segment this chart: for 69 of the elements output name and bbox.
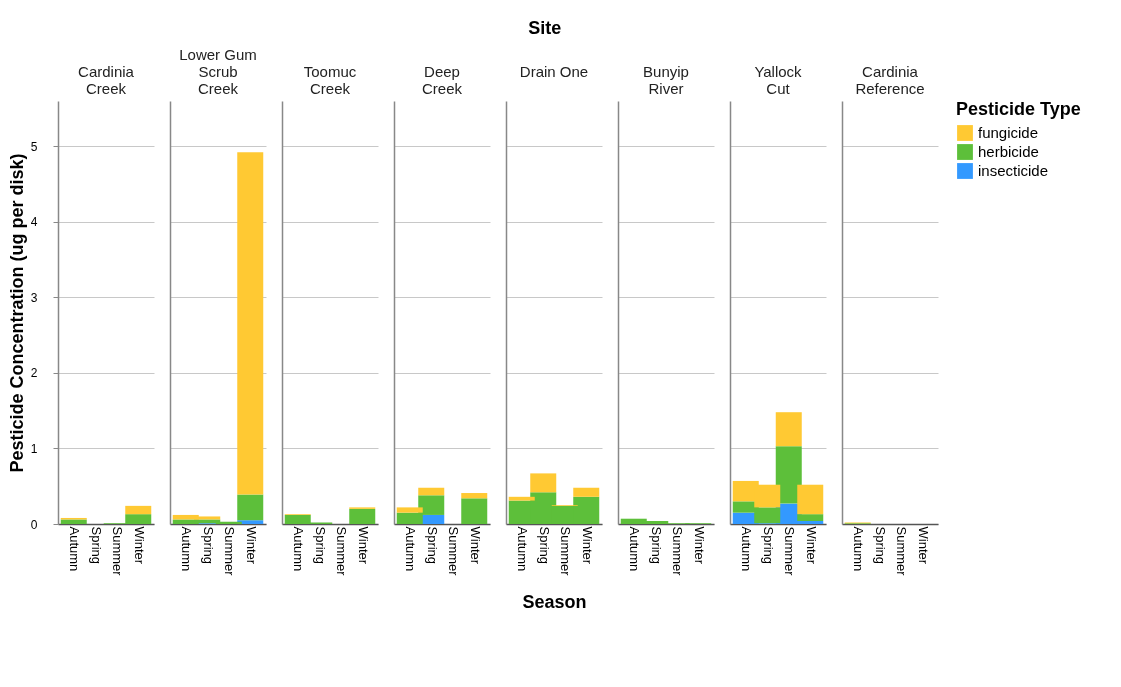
bar [237,520,264,524]
x-tick-label: Spring [536,526,552,565]
x-tick-label: Autumn [515,526,531,572]
bar [418,487,445,496]
bar [396,507,423,513]
x-tick-label: Summer [334,526,350,577]
x-tick-label: Summer [894,526,910,577]
x-tick-label: Winter [691,526,707,565]
x-tick-label: Spring [648,526,664,565]
x-tick-label: Autumn [851,526,867,572]
y-tick-label: 5 [30,139,38,154]
bar [508,496,535,501]
x-tick-label: Winter [803,526,819,565]
text: Site [528,18,562,38]
x-tick-label: Winter [467,526,483,565]
x-tick-label: Autumn [179,526,195,572]
bar [60,519,87,524]
chart-title: Bunyip River [643,63,689,97]
legend-title: Pesticide Type [956,99,1081,119]
x-tick-label: Summer [110,526,126,577]
y-tick-label: 2 [30,366,38,381]
x-tick-label: Summer [446,526,462,577]
x-tick-label: Winter [915,526,931,565]
y-tick-label: 3 [30,290,38,305]
bar [797,514,824,521]
x-tick-label: Spring [424,526,440,565]
x-tick-label: Spring [88,526,104,565]
x-tick-label: Spring [200,526,216,565]
x-tick-label: Summer [670,526,686,577]
x-tick-label: Summer [558,526,574,577]
legend-label: insecticide [978,162,1049,179]
bar [349,508,376,524]
x-tick-label: Winter [131,526,147,565]
y-axis-title: Pesticide Concentration (ug per disk) [6,153,27,473]
bar [461,493,488,499]
x-tick-label: Winter [355,526,371,565]
x-tick-label: Autumn [739,526,755,572]
x-tick-label: Spring [872,526,888,565]
x-tick-label: Summer [782,526,798,577]
y-tick-label: 1 [30,441,38,456]
chart-title: Cardinia Reference [855,63,925,97]
legend-label: fungicide [978,124,1039,141]
chart-title: Yallock Cut [754,63,803,97]
x-tick-label: Autumn [67,526,83,572]
bar [461,498,488,524]
x-tick-label: Summer [222,526,238,577]
y-tick-label: 0 [30,517,38,532]
x-tick-label: Autumn [403,526,419,572]
bar [237,494,264,521]
bar [775,412,802,447]
chart-title: Cardinia Creek [78,63,135,97]
x-tick-label: Spring [312,526,328,565]
chart-title: Lower Gum Scrub Creek [179,46,257,97]
x-tick-label: Spring [760,526,776,565]
chart-title: Drain One [519,63,589,80]
bar [797,484,824,515]
x-tick-label: Autumn [291,526,307,572]
x-tick-label: Winter [243,526,259,565]
chart-title: Toomuc Creek [303,63,357,97]
bar [125,505,152,515]
legend-label: herbicide [978,143,1039,160]
x-axis-title: Season [522,591,587,612]
chart-title: Deep Creek [421,63,463,97]
x-tick-label: Autumn [627,526,643,572]
bar [530,473,557,493]
bar [573,487,600,497]
bar [237,152,264,495]
y-tick-label: 4 [30,215,38,230]
x-tick-label: Winter [579,526,595,565]
